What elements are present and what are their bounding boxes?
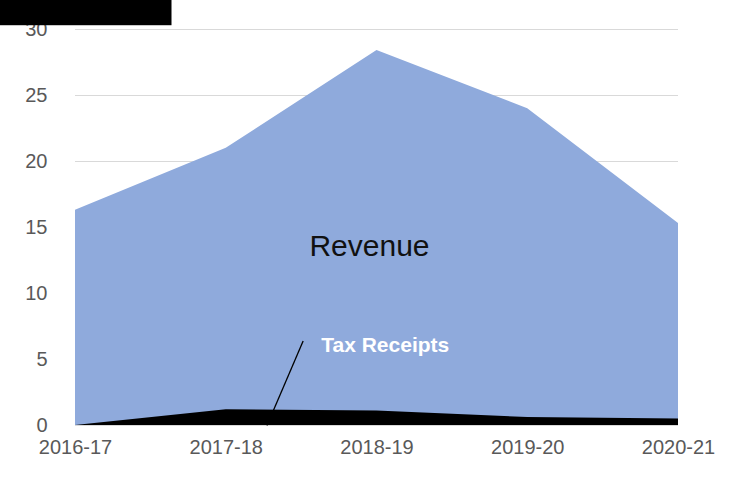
svg-text:30: 30 — [25, 17, 48, 40]
svg-text:2016-17: 2016-17 — [39, 436, 112, 458]
svg-text:Tax Receipts: Tax Receipts — [321, 333, 449, 356]
svg-text:2018-19: 2018-19 — [340, 436, 413, 458]
svg-text:2019-20: 2019-20 — [491, 436, 564, 458]
svg-text:2020-21: 2020-21 — [642, 436, 715, 458]
svg-text:2017-18: 2017-18 — [190, 436, 263, 458]
svg-text:20: 20 — [25, 150, 47, 172]
svg-text:25: 25 — [25, 84, 47, 106]
svg-text:0: 0 — [36, 414, 47, 436]
svg-text:10: 10 — [25, 282, 47, 304]
svg-text:15: 15 — [25, 216, 47, 238]
svg-text:Revenue: Revenue — [309, 229, 429, 262]
svg-text:5: 5 — [36, 348, 47, 370]
